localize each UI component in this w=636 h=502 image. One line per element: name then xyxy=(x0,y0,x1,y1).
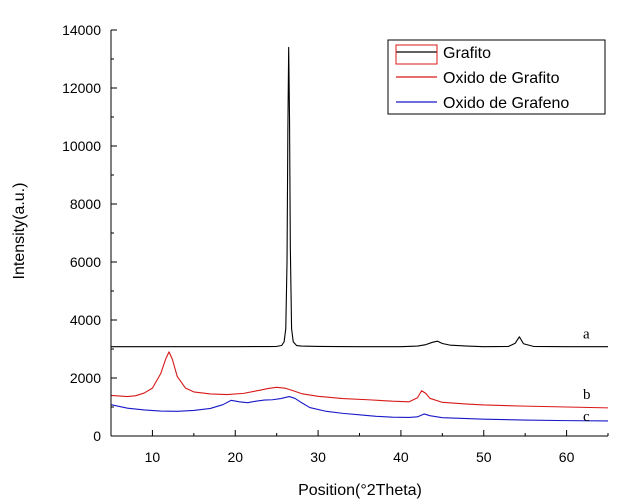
y-tick-label: 2000 xyxy=(70,370,101,386)
series-line-3 xyxy=(110,396,609,422)
curve-label-a: a xyxy=(583,327,590,343)
y-tick-label: 14000 xyxy=(62,22,101,38)
x-axis-title: Position(°2Theta) xyxy=(298,482,422,499)
legend: Grafito Oxido de Grafito Oxido de Grafeno xyxy=(387,39,606,115)
y-tick-label: 8000 xyxy=(70,196,101,212)
y-tick-label: 0 xyxy=(93,428,101,444)
x-tick-label: 40 xyxy=(393,449,409,465)
tick-labels: 10 20 30 40 50 60 0 2000 4000 6000 8000 10000 12000 1… xyxy=(62,22,575,465)
x-tick-label: 10 xyxy=(145,449,161,465)
y-tick-label: 6000 xyxy=(70,254,101,270)
x-tick-label: 20 xyxy=(227,449,243,465)
data-series-group: a bc xyxy=(110,46,609,425)
x-tick-label: 60 xyxy=(559,449,575,465)
legend-label-2: Oxido de Grafito xyxy=(443,70,560,87)
legend-label-1: Grafito xyxy=(443,45,491,62)
x-tick-label: 30 xyxy=(310,449,326,465)
y-tick-label: 10000 xyxy=(62,138,101,154)
axes xyxy=(110,29,609,437)
x-tick-label: 50 xyxy=(476,449,492,465)
y-tick-label: 12000 xyxy=(62,80,101,96)
legend-highlight-box xyxy=(395,44,438,65)
curve-label-c: c xyxy=(583,409,590,425)
y-axis-title: Intensity(a.u.) xyxy=(11,183,28,280)
legend-label-3: Oxido de Grafeno xyxy=(443,95,569,112)
curve-label-b: b xyxy=(583,387,591,403)
series-line-2 xyxy=(110,351,609,409)
y-tick-label: 4000 xyxy=(70,312,101,328)
series-line-1 xyxy=(111,46,608,348)
